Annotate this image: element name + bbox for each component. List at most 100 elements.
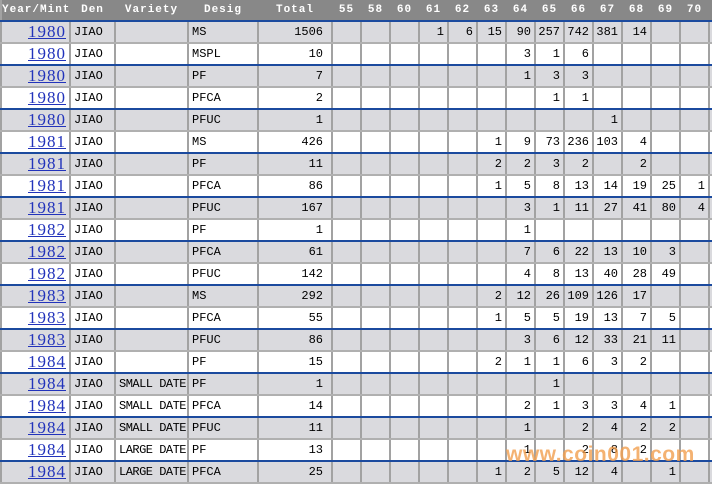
- year-link[interactable]: 1984: [28, 352, 66, 371]
- year-link[interactable]: 1981: [28, 176, 66, 195]
- table-row: 1983 JIAO PFCA 55 1 5 5 19 13 7 5: [1, 307, 712, 330]
- cell-grade-61: [419, 417, 449, 440]
- cell-grade-63: 1: [477, 131, 507, 154]
- year-link[interactable]: 1982: [28, 220, 66, 239]
- cell-variety: [115, 131, 189, 154]
- cell-year-mint: 1984: [1, 351, 71, 374]
- cell-grade-69: [651, 131, 681, 154]
- cell-filler: [709, 87, 712, 110]
- cell-grade-65: 5: [535, 307, 565, 330]
- cell-grade-70: 1: [680, 175, 710, 198]
- cell-grade-61: [419, 197, 449, 220]
- cell-total: 86: [258, 329, 333, 352]
- cell-grade-58: [361, 307, 391, 330]
- year-link[interactable]: 1980: [28, 88, 66, 107]
- cell-grade-65: 1: [535, 87, 565, 110]
- cell-variety: [115, 153, 189, 176]
- cell-grade-70: [680, 219, 710, 242]
- cell-total: 7: [258, 65, 333, 88]
- cell-grade-58: [361, 351, 391, 374]
- cell-den: JIAO: [70, 21, 116, 44]
- cell-grade-64: 1: [506, 439, 536, 462]
- cell-grade-70: [680, 351, 710, 374]
- year-link[interactable]: 1984: [28, 396, 66, 415]
- cell-total: 61: [258, 241, 333, 264]
- cell-grade-60: [390, 153, 420, 176]
- year-link[interactable]: 1980: [28, 110, 66, 129]
- cell-grade-67: 3: [593, 395, 623, 418]
- cell-year-mint: 1982: [1, 263, 71, 286]
- table-row: 1983 JIAO MS 292 2 12 26 109 126 17: [1, 285, 712, 308]
- cell-grade-70: [680, 153, 710, 176]
- year-link[interactable]: 1984: [28, 418, 66, 437]
- cell-grade-66: 109: [564, 285, 594, 308]
- cell-filler: [709, 329, 712, 352]
- cell-grade-67: [593, 219, 623, 242]
- year-link[interactable]: 1984: [28, 374, 66, 393]
- cell-grade-69: 11: [651, 329, 681, 352]
- year-link[interactable]: 1981: [28, 132, 66, 151]
- cell-variety: [115, 263, 189, 286]
- cell-year-mint: 1983: [1, 285, 71, 308]
- cell-grade-70: [680, 263, 710, 286]
- cell-grade-67: 13: [593, 241, 623, 264]
- cell-grade-63: 1: [477, 307, 507, 330]
- cell-grade-68: [622, 373, 652, 396]
- year-link[interactable]: 1984: [28, 462, 66, 481]
- cell-grade-61: [419, 153, 449, 176]
- cell-den: JIAO: [70, 131, 116, 154]
- cell-grade-64: 9: [506, 131, 536, 154]
- cell-grade-65: 3: [535, 153, 565, 176]
- cell-year-mint: 1981: [1, 153, 71, 176]
- year-link[interactable]: 1983: [28, 286, 66, 305]
- cell-grade-63: 1: [477, 461, 507, 484]
- cell-total: 11: [258, 153, 333, 176]
- cell-grade-62: [448, 65, 478, 88]
- cell-grade-68: 21: [622, 329, 652, 352]
- cell-grade-61: [419, 351, 449, 374]
- column-header-64: 64: [506, 0, 535, 22]
- cell-grade-60: [390, 109, 420, 132]
- cell-grade-65: [535, 219, 565, 242]
- cell-den: JIAO: [70, 175, 116, 198]
- cell-grade-64: 5: [506, 307, 536, 330]
- cell-grade-61: 1: [419, 21, 449, 44]
- year-link[interactable]: 1983: [28, 308, 66, 327]
- cell-grade-61: [419, 461, 449, 484]
- cell-grade-58: [361, 87, 391, 110]
- cell-grade-60: [390, 395, 420, 418]
- cell-grade-66: [564, 373, 594, 396]
- cell-grade-63: [477, 197, 507, 220]
- year-link[interactable]: 1984: [28, 440, 66, 459]
- cell-grade-61: [419, 395, 449, 418]
- cell-grade-58: [361, 417, 391, 440]
- cell-grade-58: [361, 373, 391, 396]
- cell-grade-63: [477, 219, 507, 242]
- year-link[interactable]: 1980: [28, 44, 66, 63]
- cell-grade-55: [332, 241, 362, 264]
- cell-year-mint: 1982: [1, 219, 71, 242]
- cell-grade-62: [448, 109, 478, 132]
- cell-desig: PFUC: [188, 197, 259, 220]
- column-header-total: Total: [258, 0, 332, 22]
- cell-grade-66: 2: [564, 439, 594, 462]
- cell-filler: [709, 153, 712, 176]
- year-link[interactable]: 1982: [28, 264, 66, 283]
- year-link[interactable]: 1981: [28, 198, 66, 217]
- cell-filler: [709, 395, 712, 418]
- cell-grade-69: [651, 43, 681, 66]
- year-link[interactable]: 1980: [28, 22, 66, 41]
- cell-grade-67: 40: [593, 263, 623, 286]
- year-link[interactable]: 1983: [28, 330, 66, 349]
- year-link[interactable]: 1982: [28, 242, 66, 261]
- cell-grade-55: [332, 131, 362, 154]
- cell-desig: PFUC: [188, 263, 259, 286]
- year-link[interactable]: 1981: [28, 154, 66, 173]
- cell-variety: SMALL DATE: [115, 395, 189, 418]
- cell-grade-58: [361, 43, 391, 66]
- year-link[interactable]: 1980: [28, 66, 66, 85]
- cell-grade-58: [361, 153, 391, 176]
- cell-filler: [709, 351, 712, 374]
- cell-desig: PF: [188, 153, 259, 176]
- cell-total: 86: [258, 175, 333, 198]
